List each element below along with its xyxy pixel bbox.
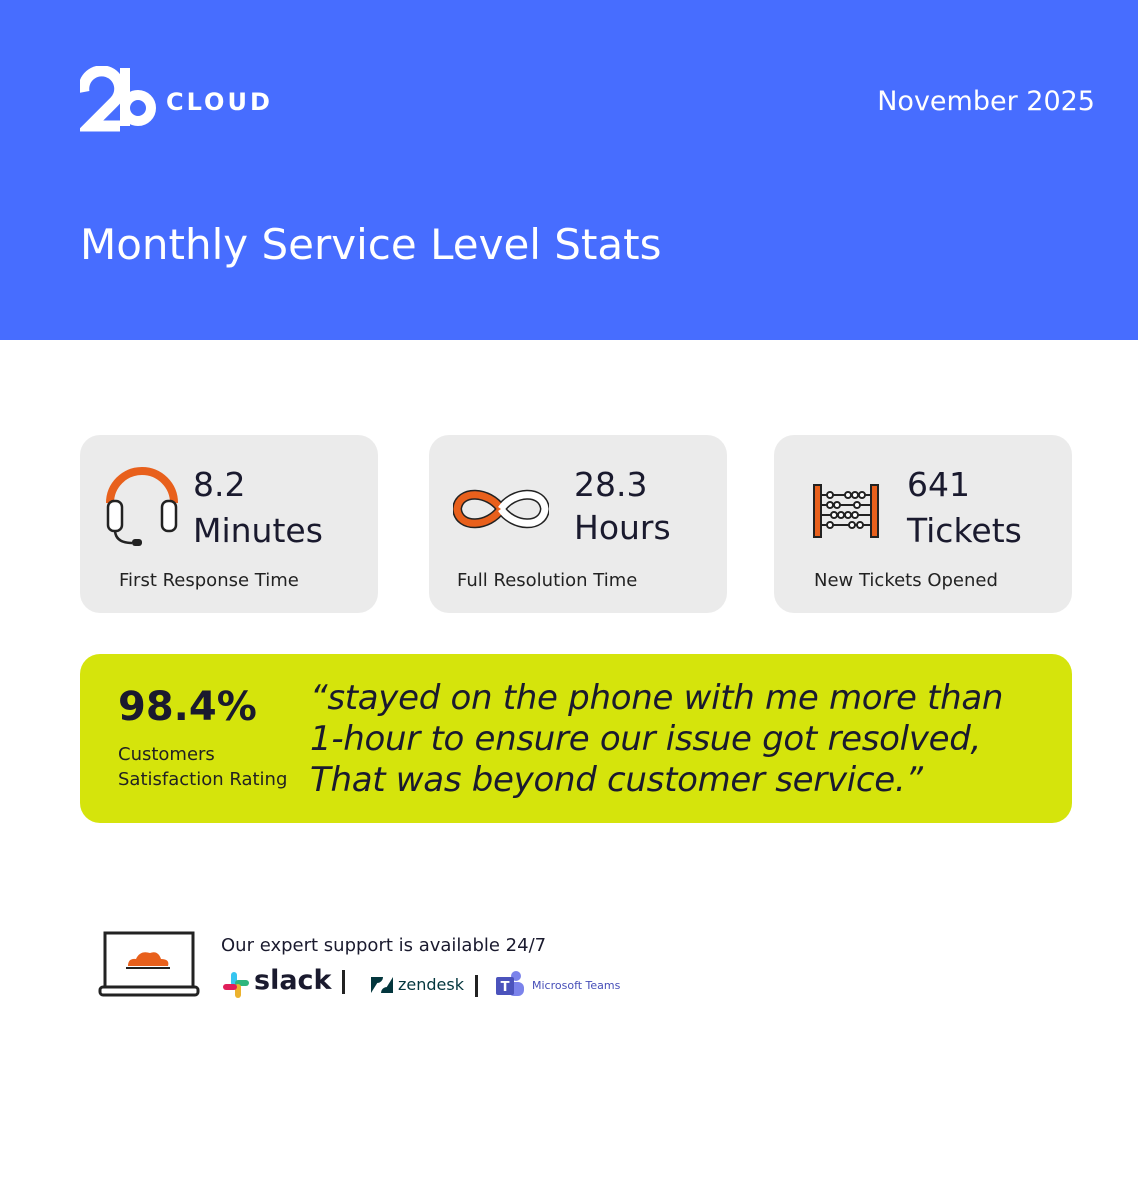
tool-name: zendesk [398, 975, 464, 994]
quote-line: 1-hour to ensure our issue got resolved, [310, 719, 982, 759]
stat-value: 28.3 [574, 465, 648, 504]
footer-text: Our expert support is available 24/7 [221, 935, 547, 956]
logo-text: CLOUD [166, 88, 273, 116]
satisfaction-value: 98.4% [118, 684, 257, 730]
zendesk-icon [371, 977, 393, 993]
headset-icon [106, 467, 178, 546]
stat-card: 28.3 Hours Full Resolution Time [429, 435, 727, 613]
stat-label: Full Resolution Time [457, 570, 638, 591]
logo-mark [80, 66, 156, 132]
header: CLOUD November 2025 Monthly Service Leve… [0, 0, 1138, 340]
stat-value: 641 [907, 465, 970, 504]
laptop-icon [98, 931, 200, 997]
stat-card: 8.2 Minutes First Response Time [80, 435, 378, 613]
satisfaction-label: Satisfaction Rating [118, 769, 288, 790]
infinity-icon [453, 489, 549, 529]
stat-unit: Hours [574, 508, 671, 547]
stat-card: 641 Tickets New Tickets Opened [774, 435, 1072, 613]
quote-line: That was beyond customer service.” [310, 760, 923, 800]
teams-icon: T [496, 971, 524, 996]
quote-line: “stayed on the phone with me more than [310, 678, 1004, 718]
stat-unit: Tickets [907, 511, 1022, 550]
stat-unit: Minutes [193, 511, 323, 550]
tool-name: slack [254, 965, 332, 996]
stat-value: 8.2 [193, 465, 246, 504]
separator [475, 975, 478, 997]
separator [342, 970, 345, 994]
satisfaction-label: Customers [118, 744, 215, 765]
abacus-icon [813, 484, 879, 538]
tool-name: Microsoft Teams [532, 979, 621, 992]
svg-text:T: T [501, 980, 510, 995]
date: November 2025 [877, 86, 1095, 117]
slack-icon [223, 972, 249, 998]
satisfaction-panel: 98.4% Customers Satisfaction Rating “sta… [80, 654, 1072, 823]
stat-label: New Tickets Opened [814, 570, 998, 591]
stat-label: First Response Time [119, 570, 299, 591]
title: Monthly Service Level Stats [80, 220, 662, 269]
